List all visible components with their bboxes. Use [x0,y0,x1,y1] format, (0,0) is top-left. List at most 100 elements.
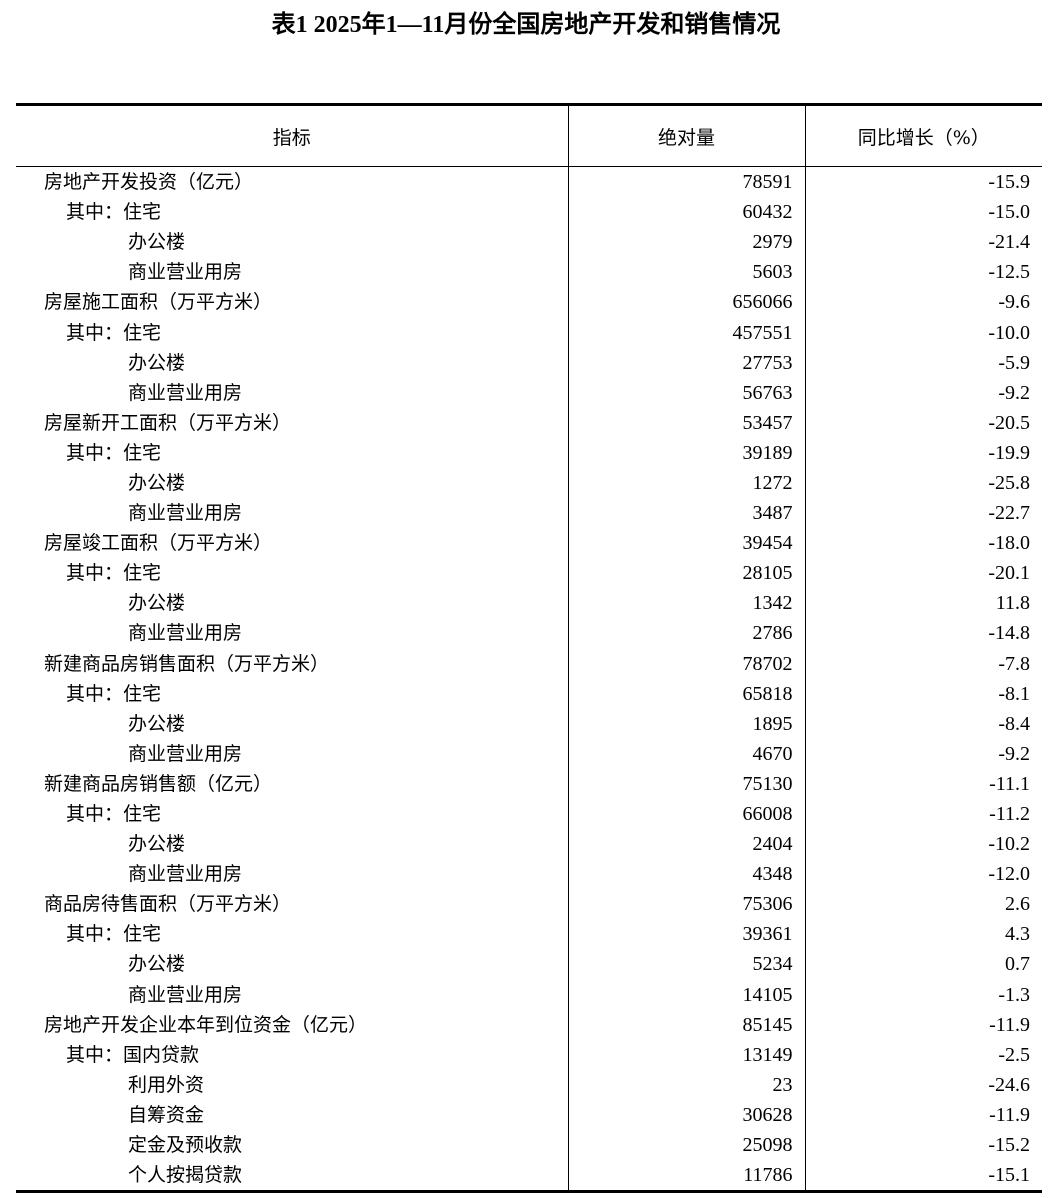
table-row: 商业营业用房 2786 -14.8 [16,618,1042,649]
table-row: 房地产开发投资（亿元） 78591 -15.9 [16,166,1042,198]
row-value: 5603 [567,257,805,288]
row-label: 其中：住宅 [66,562,162,585]
table-row: 商业营业用房 14105 -1.3 [16,979,1042,1010]
row-yoy: -12.5 [804,257,1042,288]
row-yoy: -11.1 [804,768,1042,799]
row-label: 其中：住宅 [66,321,162,344]
table-row: 其中：住宅 28105 -20.1 [16,558,1042,589]
row-yoy: -9.2 [804,377,1042,408]
row-label: 其中：住宅 [66,441,162,464]
row-value: 2404 [567,829,805,860]
header-row: 指标 绝对量 同比增长（%） [16,104,1042,167]
table-row: 办公楼 2404 -10.2 [16,829,1042,860]
table-row: 自筹资金 30628 -11.9 [16,1099,1042,1130]
row-label: 定金及预收款 [128,1134,243,1157]
table-row: 房屋施工面积（万平方米） 656066 -9.6 [16,287,1042,318]
table-row: 办公楼 1895 -8.4 [16,708,1042,739]
row-value: 78591 [567,166,805,198]
row-value: 27753 [567,347,805,378]
header-yoy: 同比增长（%） [804,104,1042,167]
row-label: 商业营业用房 [128,381,243,404]
row-label: 房地产开发企业本年到位资金（亿元） [44,1013,368,1036]
row-yoy: -12.0 [804,859,1042,890]
row-value: 75130 [567,768,805,799]
row-label: 其中：国内贷款 [66,1043,200,1066]
row-yoy: -15.0 [804,197,1042,228]
row-label: 利用外资 [128,1073,205,1096]
table-row: 个人按揭贷款 11786 -15.1 [16,1160,1042,1192]
row-yoy: -8.4 [804,708,1042,739]
row-yoy: -11.2 [804,798,1042,830]
row-yoy: -10.2 [804,829,1042,860]
row-yoy: -25.8 [804,467,1042,499]
table-row: 商业营业用房 3487 -22.7 [16,498,1042,529]
table-row: 商业营业用房 4670 -9.2 [16,738,1042,769]
row-value: 85145 [567,1009,805,1040]
header-indicator: 指标 [272,126,311,149]
table-row: 其中：国内贷款 13149 -2.5 [16,1039,1042,1070]
row-value: 11786 [567,1160,805,1192]
row-value: 23 [567,1069,805,1100]
row-label: 办公楼 [128,592,186,615]
row-yoy: -10.0 [804,317,1042,348]
row-value: 56763 [567,377,805,408]
row-yoy: -19.9 [804,437,1042,468]
row-label: 商业营业用房 [128,502,243,525]
row-yoy: -24.6 [804,1069,1042,1100]
row-yoy: -9.2 [804,738,1042,769]
table-row: 其中：住宅 66008 -11.2 [16,798,1042,830]
table-row: 办公楼 2979 -21.4 [16,227,1042,258]
row-yoy: -11.9 [804,1099,1042,1130]
row-value: 65818 [567,678,805,709]
table-row: 新建商品房销售额（亿元） 75130 -11.1 [16,768,1042,799]
table-title: 表1 2025年1—11月份全国房地产开发和销售情况 [271,12,781,38]
row-value: 5234 [567,949,805,980]
row-label: 办公楼 [128,471,186,494]
row-yoy: -22.7 [804,498,1042,529]
row-value: 2786 [567,618,805,649]
table-row: 办公楼 1272 -25.8 [16,467,1042,499]
row-label: 新建商品房销售额（亿元） [44,772,273,795]
row-yoy: -2.5 [804,1039,1042,1070]
row-value: 53457 [567,407,805,438]
table-row: 利用外资 23 -24.6 [16,1069,1042,1100]
table-row: 新建商品房销售面积（万平方米） 78702 -7.8 [16,648,1042,679]
row-yoy: -20.1 [804,558,1042,589]
row-value: 13149 [567,1039,805,1070]
table-row: 定金及预收款 25098 -15.2 [16,1130,1042,1161]
row-label: 办公楼 [128,712,186,735]
table-row: 其中：住宅 60432 -15.0 [16,197,1042,228]
row-yoy: 0.7 [804,949,1042,980]
row-yoy: 4.3 [804,919,1042,950]
row-value: 14105 [567,979,805,1010]
table-row: 商业营业用房 56763 -9.2 [16,377,1042,408]
table-row: 商业营业用房 5603 -12.5 [16,257,1042,288]
row-yoy: -5.9 [804,347,1042,378]
row-value: 75306 [567,889,805,920]
row-value: 2979 [567,227,805,258]
row-value: 656066 [567,287,805,318]
table-row: 办公楼 1342 11.8 [16,588,1042,619]
row-label: 商业营业用房 [128,742,243,765]
row-value: 25098 [567,1130,805,1161]
table-row: 房屋新开工面积（万平方米） 53457 -20.5 [16,407,1042,438]
row-label: 房地产开发投资（亿元） [44,171,254,194]
row-label: 其中：住宅 [66,682,162,705]
row-label: 房屋施工面积（万平方米） [44,291,273,314]
row-label: 其中：住宅 [66,803,162,826]
row-label: 办公楼 [128,953,186,976]
row-value: 457551 [567,317,805,348]
table-row: 商业营业用房 4348 -12.0 [16,859,1042,890]
row-value: 39361 [567,919,805,950]
row-label: 自筹资金 [128,1103,205,1126]
row-label: 办公楼 [128,351,186,374]
row-value: 1895 [567,708,805,739]
row-yoy: 2.6 [804,889,1042,920]
row-label: 其中：住宅 [66,923,162,946]
row-value: 4670 [567,738,805,769]
row-label: 房屋新开工面积（万平方米） [44,411,292,434]
row-value: 78702 [567,648,805,679]
row-value: 30628 [567,1099,805,1130]
table-row: 办公楼 5234 0.7 [16,949,1042,980]
row-label: 房屋竣工面积（万平方米） [44,532,273,555]
